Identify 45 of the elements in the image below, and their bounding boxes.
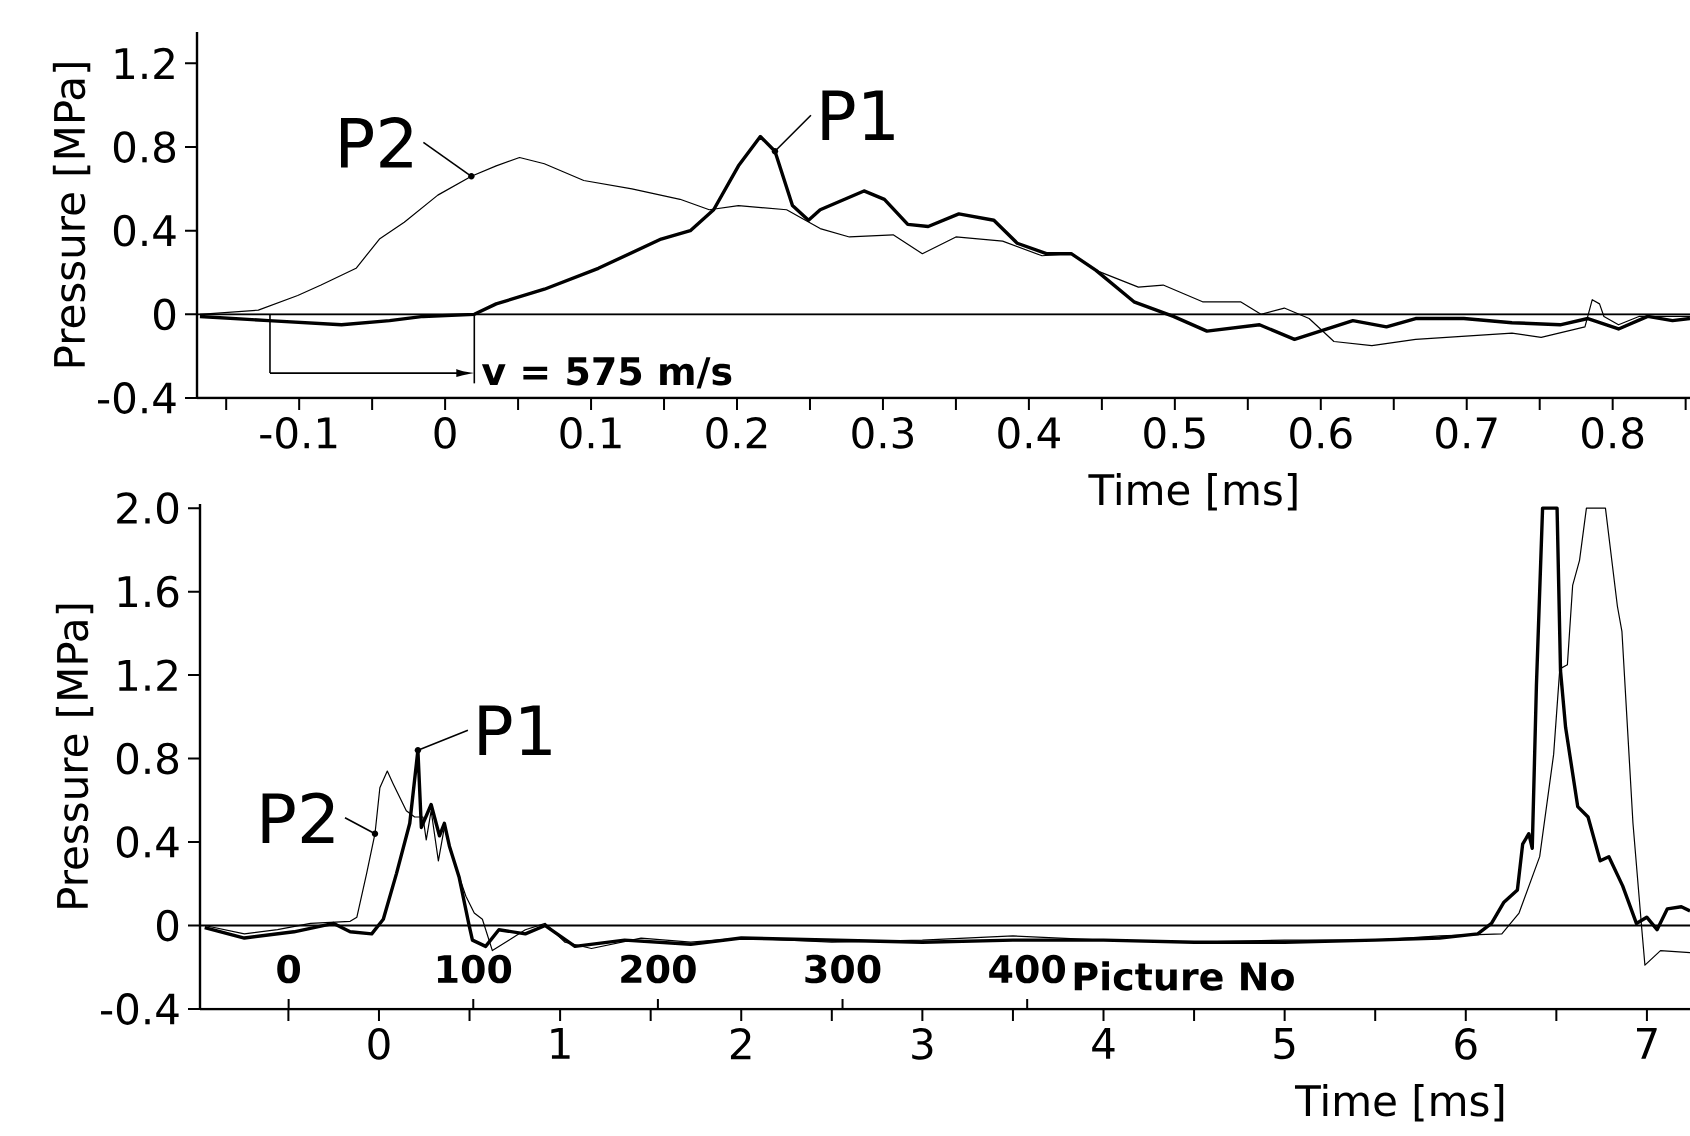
- legend-label: P1: [479, 705, 551, 756]
- x-tick-label: 5: [1274, 1028, 1295, 1060]
- x-axis-title: Time [ms]: [1088, 473, 1297, 511]
- x-tick-label: 7: [1637, 1028, 1657, 1059]
- y-tick-label: 0.8: [116, 742, 179, 775]
- x-tick-label: 0.5: [1144, 417, 1205, 449]
- x2-tick-label: 100: [437, 954, 512, 984]
- y-tick-label: -0.4: [98, 382, 176, 414]
- x-tick-label: 0: [368, 1028, 390, 1060]
- x2-tick-label: 0: [277, 954, 301, 984]
- y-axis-title: Pressure [MPa]: [52, 63, 91, 367]
- x-tick-label: 0.3: [852, 417, 913, 449]
- x-tick-label: 0.7: [1436, 417, 1497, 449]
- x-tick-label: 3: [912, 1028, 933, 1060]
- x2-tick-label: 300: [805, 954, 881, 984]
- x-tick-label: 0.8: [1582, 417, 1644, 449]
- y-axis-title: Pressure [MPa]: [55, 604, 94, 908]
- y-tick-label: 0: [156, 909, 179, 942]
- x2-tick-label: 400: [989, 954, 1066, 984]
- x-tick-label: 0: [434, 417, 456, 449]
- y-tick-label: 0.4: [113, 214, 176, 247]
- x-axis-title: Time [ms]: [1294, 1084, 1504, 1122]
- x2-axis-title: Picture No: [1074, 961, 1294, 991]
- x-tick-label: 0.2: [706, 417, 767, 449]
- y-tick-label: 1.2: [118, 659, 177, 691]
- x-tick-label: 0.6: [1290, 417, 1352, 449]
- y-tick-label: -0.4: [101, 993, 179, 1025]
- x-tick-label: -0.1: [260, 417, 337, 449]
- x-tick-label: 4: [1092, 1028, 1115, 1059]
- series-label: P2: [262, 792, 334, 843]
- y-tick-label: 0.8: [113, 131, 176, 163]
- y-tick-label: 0: [153, 298, 176, 331]
- x-tick-label: 0.1: [560, 417, 621, 449]
- x-tick-label: 2: [730, 1028, 751, 1060]
- x-tick-label: 6: [1455, 1028, 1477, 1060]
- series-label: P2: [340, 117, 412, 168]
- x-tick-label: 0.4: [998, 417, 1060, 449]
- x2-tick-label: 200: [621, 954, 696, 984]
- annotation: v = 575 m/s: [481, 357, 732, 389]
- x-tick-label: 1: [551, 1028, 570, 1059]
- y-tick-label: 0.4: [116, 826, 179, 858]
- legend-label: P1: [822, 90, 894, 140]
- y-tick-label: 2.0: [117, 492, 179, 525]
- y-tick-label: 1.6: [118, 575, 179, 608]
- y-tick-label: 1.2: [115, 47, 174, 79]
